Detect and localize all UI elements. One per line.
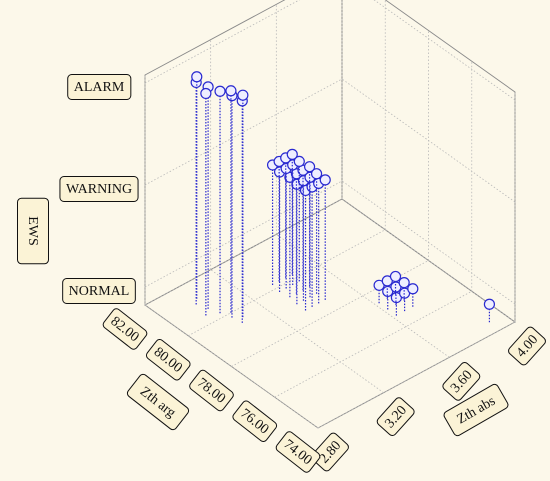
z-tick-label-box: ALARM <box>67 74 132 100</box>
z-tick-label: NORMAL <box>69 284 130 299</box>
point <box>389 270 402 283</box>
x-axis-label-frame <box>443 383 509 437</box>
point <box>200 87 212 100</box>
y-tick-label-box: 78.00 <box>189 369 234 412</box>
y-tick-label-frame <box>232 400 278 442</box>
grid-line <box>274 290 472 398</box>
z-tick-label: ALARM <box>74 80 125 95</box>
z-tick-label: WARNING <box>66 182 132 197</box>
point <box>191 71 203 83</box>
grid-line <box>373 0 516 101</box>
grid-line <box>188 229 386 337</box>
x-tick-label-box: 3.20 <box>376 397 415 437</box>
point <box>310 168 323 180</box>
y-tick-label-box: 74.00 <box>275 431 321 473</box>
y-tick-label-frame <box>275 431 321 473</box>
grid-line <box>341 78 516 203</box>
right-wall <box>341 0 516 323</box>
z-tick-label-box: NORMAL <box>62 278 136 304</box>
plot-walls <box>144 0 516 429</box>
grid <box>144 0 516 429</box>
left-wall <box>144 0 343 306</box>
y-tick-label-frame <box>102 308 148 350</box>
x-tick-label-frame <box>376 397 415 437</box>
point <box>293 155 305 168</box>
z-axis-label-box: EWS <box>17 197 49 265</box>
z-tick-label-frame <box>59 176 139 202</box>
z-tick-label-frame <box>62 278 136 304</box>
x-tick-label-frame <box>311 432 349 472</box>
grid-line <box>341 180 516 305</box>
point <box>286 148 298 160</box>
z-axis-label: EWS <box>25 216 40 246</box>
point <box>319 174 331 186</box>
y-tick-label-box: 82.00 <box>102 308 148 350</box>
y-tick-label-box: 76.00 <box>232 400 278 442</box>
x-tick-label-frame <box>442 361 481 401</box>
grid-line <box>144 78 343 186</box>
point <box>214 85 226 97</box>
point <box>237 89 249 101</box>
x-tick-label-box: 4.00 <box>508 326 546 366</box>
grid-line <box>317 321 516 429</box>
point <box>483 298 496 310</box>
y-tick-label-frame <box>145 339 191 381</box>
z-axis-label-frame <box>17 197 49 265</box>
y-tick-label-box: 80.00 <box>145 339 191 381</box>
y-tick-label-frame <box>189 369 234 412</box>
point <box>398 277 410 289</box>
grid-line <box>144 0 301 84</box>
point <box>407 283 419 295</box>
grid-line <box>276 234 450 358</box>
x-tick-label-frame <box>508 326 546 366</box>
labels: 2.803.203.604.0074.0076.0078.0080.0082.0… <box>17 74 546 473</box>
point <box>303 161 316 173</box>
z-tick-label-box: WARNING <box>59 176 139 202</box>
points <box>190 71 496 323</box>
y-axis-label-frame <box>126 373 190 431</box>
y-axis-label-box: Zth arg <box>126 373 190 431</box>
point <box>225 85 237 97</box>
z-tick-label-frame <box>67 74 132 100</box>
